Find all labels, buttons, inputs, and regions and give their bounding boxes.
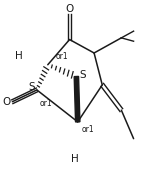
Text: H: H: [16, 51, 23, 61]
Text: H: H: [71, 154, 79, 164]
Text: S: S: [28, 82, 35, 92]
Text: or1: or1: [40, 99, 52, 108]
Text: O: O: [66, 4, 74, 14]
Text: or1: or1: [82, 125, 94, 134]
Text: or1: or1: [55, 52, 68, 61]
Text: S: S: [80, 70, 86, 80]
Text: O: O: [3, 97, 11, 107]
Polygon shape: [74, 76, 80, 122]
